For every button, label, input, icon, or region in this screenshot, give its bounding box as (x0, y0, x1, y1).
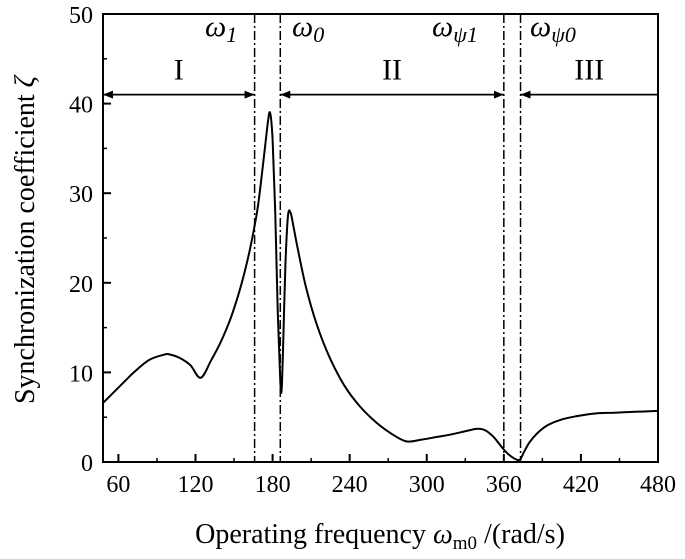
x-tick-label: 240 (332, 472, 368, 498)
x-tick-label: 120 (178, 472, 214, 498)
plot-area: 60 120 180 240 300 360 420 480 0 10 20 30 40 50 ω1 ω0 ωψ… (69, 3, 676, 498)
threshold-label-ω0: ω0 (292, 10, 324, 47)
x-tick-label: 420 (563, 472, 599, 498)
x-tick-label: 180 (255, 472, 291, 498)
threshold-label-ωψ0: ωψ0 (530, 10, 576, 47)
y-tick-label: 40 (69, 93, 93, 119)
y-tick-label: 30 (69, 182, 93, 208)
series-line (102, 111, 659, 462)
region-label-III: III (574, 54, 604, 87)
region-label-I: I (174, 54, 184, 87)
x-tick-label: 360 (486, 472, 522, 498)
threshold-label-ωψ1: ωψ1 (432, 10, 478, 47)
y-tick-label: 20 (69, 272, 93, 298)
y-tick-label: 10 (69, 361, 93, 387)
x-tick-label: 60 (106, 472, 130, 498)
x-tick-label: 480 (640, 472, 676, 498)
x-tick-label: 300 (409, 472, 445, 498)
y-axis-title: Synchronization coefficient ζ (10, 74, 41, 404)
y-tick-label: 50 (69, 3, 93, 29)
region-label-II: II (382, 54, 402, 87)
y-tick-label: 0 (81, 451, 93, 477)
threshold-label-ω1: ω1 (205, 10, 237, 47)
x-axis-title: Operating frequency ωm0 /(rad/s) (195, 519, 565, 554)
